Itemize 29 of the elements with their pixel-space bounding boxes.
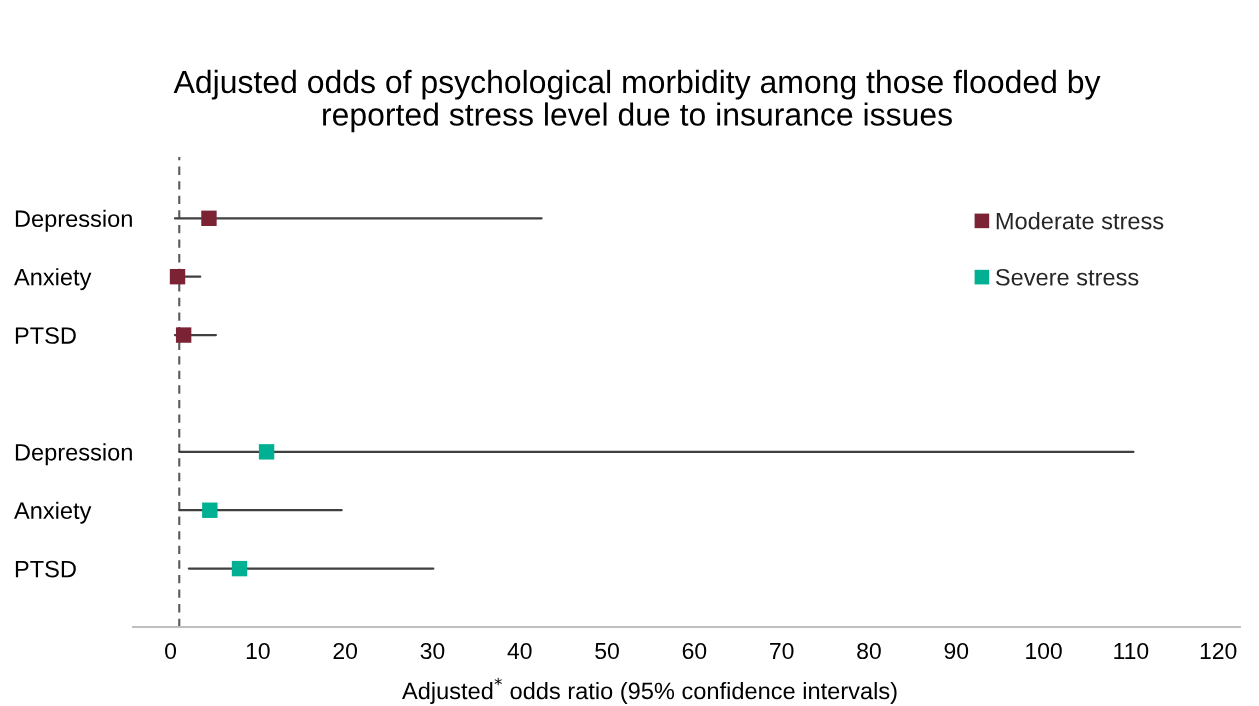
point (201, 210, 217, 227)
legend-label: Severe stress (995, 268, 1139, 286)
point (231, 560, 248, 577)
point (202, 502, 218, 518)
x-tick-label: 0 (165, 642, 177, 660)
y-tick-label: Anxiety (14, 501, 92, 524)
x-tick-label: 90 (944, 642, 969, 660)
x-tick-label: 60 (682, 642, 707, 660)
point (258, 444, 275, 460)
y-tick-label: PTSD (15, 327, 76, 344)
x-tick-label: 50 (595, 642, 619, 660)
legend-label: Moderate stress (996, 212, 1164, 230)
point (175, 327, 192, 343)
y-tick-label: PTSD (15, 560, 76, 578)
x-tick-label: 120 (1200, 642, 1237, 660)
x-tick-label: 80 (857, 642, 881, 660)
y-tick-label: Depression (15, 443, 132, 466)
chart-title: Adjusted odds of psychological morbidity among those flooded by reported stress level due to insurance issues (173, 69, 1101, 133)
x-tick-label: 110 (1114, 642, 1149, 660)
x-tick-label: 100 (1026, 642, 1062, 660)
x-tick-label: 20 (333, 642, 357, 660)
y-tick-label: Anxiety (14, 268, 92, 291)
point (169, 268, 186, 285)
x-tick-label: 30 (420, 642, 445, 660)
x-tick-label: 70 (770, 642, 794, 660)
x-tick-label: 40 (507, 642, 532, 660)
y-tick-label: Depression (15, 209, 132, 232)
x-axis-title: Adjusted$^{*}$ odds ratio (95% confidence intervals) (402, 677, 897, 704)
x-tick-label: 10 (246, 642, 270, 660)
